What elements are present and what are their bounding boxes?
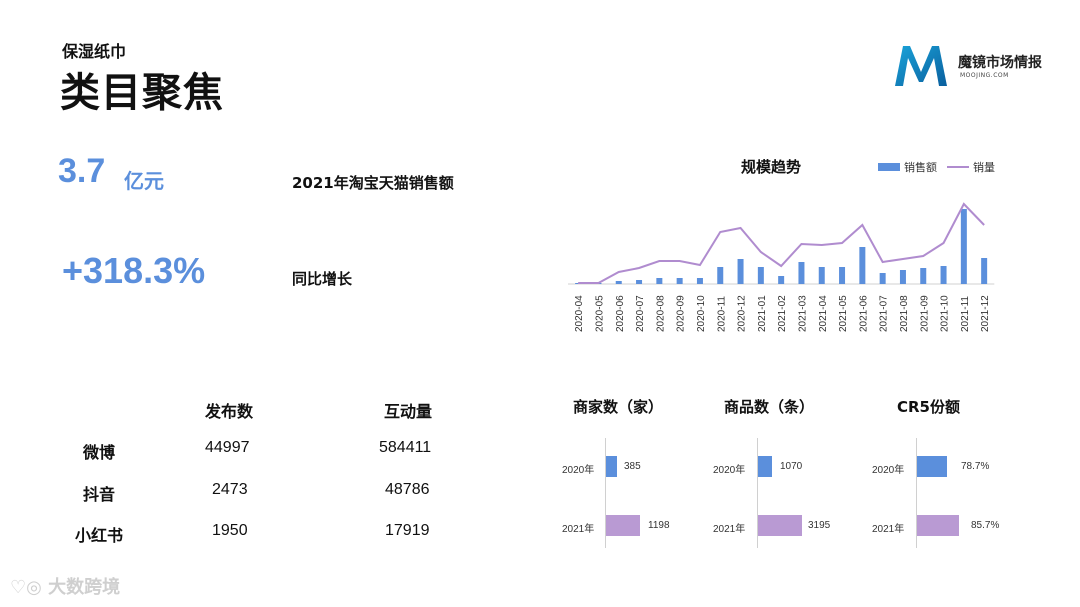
x-tick-label: 2020-12 [737,295,748,332]
platform-weibo: 微博 [83,443,116,462]
volume-line [578,202,985,284]
platform-douyin: 抖音 [83,485,116,504]
x-tick-label: 2021-12 [980,295,991,332]
x-tick-label: 2020-08 [655,295,666,332]
watermark: ♡◎ 大数跨境 [10,573,120,599]
x-tick-label: 2021-02 [777,295,788,332]
merchants-bar-2020 [606,456,617,477]
merchants-value-2020: 385 [624,461,641,472]
cr5-title: CR5份额 [897,398,960,416]
x-tick-label: 2021-11 [960,296,971,332]
sales-bar [960,209,967,284]
sales-bar [757,267,764,284]
x-tick-label: 2021-06 [858,295,869,332]
trend-legend: 销售额 销量 [878,159,995,175]
x-tick-label: 2020-06 [615,295,626,332]
legend-bar-label: 销售额 [904,161,937,174]
cr5-year-2021: 2021年 [872,524,905,535]
x-tick-label: 2020-04 [574,295,585,332]
trend-title: 规模趋势 [741,158,802,176]
merchants-axis [605,438,606,548]
sales-bar [636,280,643,284]
sales-bar [839,267,846,284]
sales-bar [859,247,866,284]
sales-bar [737,259,744,284]
sales-bar [656,278,663,284]
x-tick-label: 2020-05 [594,295,605,332]
platform-xiaohongshu: 小红书 [75,526,124,545]
products-value-2020: 1070 [780,461,803,472]
col-header-engagement: 互动量 [384,402,433,421]
sales-unit: 亿元 [124,169,164,193]
douyin-engagement: 48786 [385,481,430,498]
sales-bar [899,270,906,284]
sales-bar [920,268,927,284]
sales-bar [717,267,724,284]
merchants-year-2021: 2021年 [562,524,595,535]
x-tick-label: 2021-08 [899,295,910,332]
products-year-2021: 2021年 [713,524,746,535]
x-tick-label: 2020-10 [696,295,707,332]
sales-value: 3.7 [58,152,106,190]
sales-bar [940,266,947,284]
products-bar-2021 [758,515,802,536]
merchants-title: 商家数（家） [573,398,664,416]
cr5-year-2020: 2020年 [872,465,905,476]
sales-bar [818,267,825,284]
products-title: 商品数（条） [724,398,815,416]
products-bar-2020 [758,456,772,477]
growth-value: +318.3% [62,250,206,291]
legend-line-label: 销量 [973,161,995,174]
x-tick-label: 2021-01 [757,295,768,332]
x-tick-label: 2021-05 [838,295,849,332]
weibo-posts: 44997 [205,439,250,456]
sales-bar [981,258,988,284]
sales-bar [778,276,785,284]
products-value-2021: 3195 [808,520,831,531]
sales-label: 2021年淘宝天猫销售额 [292,174,454,192]
xiaohongshu-engagement: 17919 [385,522,430,539]
x-tick-label: 2021-09 [919,295,930,332]
sales-bar [879,273,886,284]
merchants-year-2020: 2020年 [562,465,595,476]
weibo-engagement: 584411 [379,439,432,456]
merchants-bar-2021 [606,515,640,536]
x-tick-label: 2021-10 [940,295,951,332]
col-header-posts: 发布数 [205,402,254,421]
x-tick-label: 2021-07 [879,295,890,332]
cr5-bar-2021 [917,515,959,536]
growth-label: 同比增长 [292,270,353,288]
x-tick-label: 2020-11 [716,296,727,332]
cr5-bar-2020 [917,456,947,477]
watermark-icon: ♡◎ [10,577,49,598]
cr5-axis [916,438,917,548]
trend-chart: 2020-04 2020-05 2020-06 2020-07 2020-08 2020-… [568,202,995,332]
page-title: 类目聚焦 [60,70,224,116]
moojing-logo [895,46,947,86]
douyin-posts: 2473 [212,481,248,498]
sales-bar [696,278,703,284]
products-year-2020: 2020年 [713,465,746,476]
x-tick-label: 2021-03 [797,295,808,332]
x-tick-label: 2020-07 [635,295,646,332]
x-tick-label: 2020-09 [676,295,687,332]
legend-line-swatch [947,166,969,168]
xiaohongshu-posts: 1950 [212,522,248,539]
merchants-value-2021: 1198 [648,520,670,531]
logo-name: 魔镜市场情报 [958,55,1042,71]
products-axis [757,438,758,548]
logo-url: MOOJING.COM [960,72,1009,79]
sales-bar [798,262,805,284]
sales-bar [676,278,683,284]
cr5-value-2020: 78.7% [961,461,990,472]
watermark-text: 大数跨境 [48,577,121,598]
cr5-value-2021: 85.7% [971,520,1000,531]
category-subtitle: 保湿纸巾 [62,42,127,61]
legend-bar-swatch [878,163,900,171]
x-tick-label: 2021-04 [818,295,829,332]
sales-bar [615,281,622,284]
